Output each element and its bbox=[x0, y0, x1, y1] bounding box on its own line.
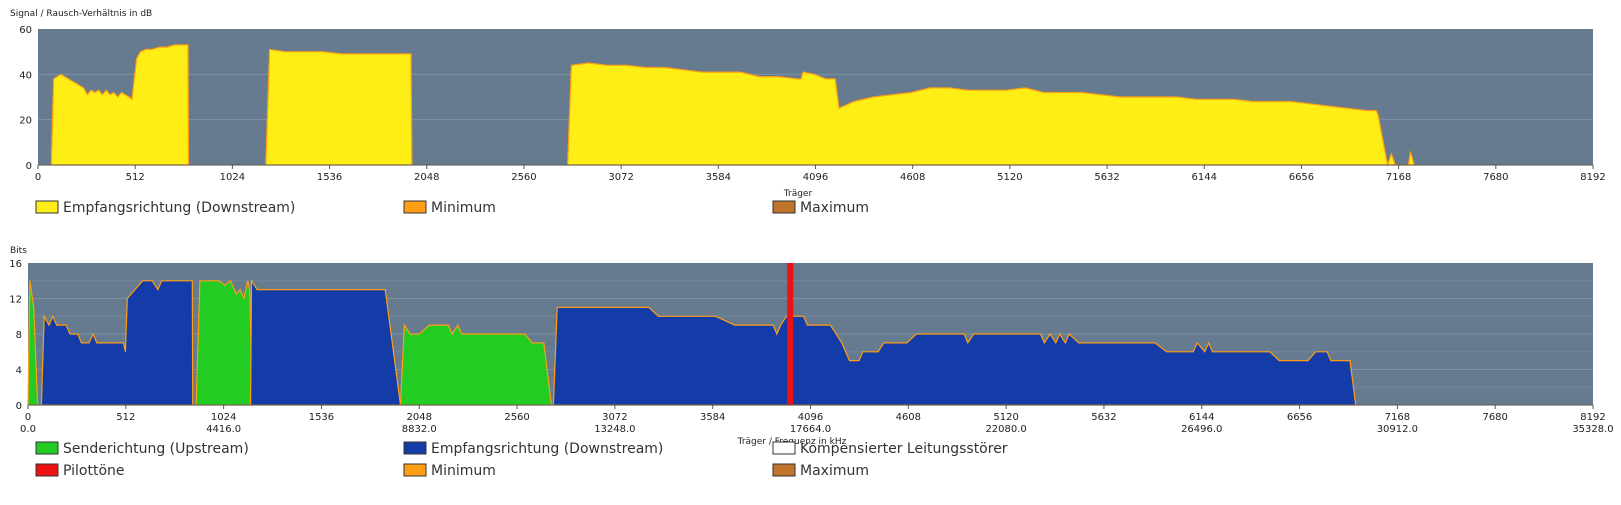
bits-freq-tick-label: 0.0 bbox=[20, 424, 36, 435]
bits-x-tick-label: 4096 bbox=[798, 412, 823, 423]
bits-series-empfangsrichtung-downstream bbox=[552, 306, 1357, 406]
snr-x-tick-label: 2048 bbox=[414, 172, 439, 183]
legend-swatch-minimum bbox=[403, 200, 427, 214]
bits-y-tick-label: 12 bbox=[9, 295, 22, 306]
snr-x-tick-label: 2560 bbox=[511, 172, 536, 183]
snr-x-tick-label: 0 bbox=[35, 172, 41, 183]
snr-chart: Signal / Rausch-Verhältnis in dB 0 20 40 60… bbox=[10, 9, 1606, 216]
bits-x-tick-label: 4608 bbox=[896, 412, 921, 423]
bits-series-layer bbox=[27, 263, 1593, 406]
snr-x-tick-label: 7168 bbox=[1386, 172, 1411, 183]
bits-x-tick-label: 5120 bbox=[993, 412, 1018, 423]
bits-x-tick-label: 6656 bbox=[1287, 412, 1312, 423]
bits-x-tick-label: 8192 bbox=[1580, 412, 1605, 423]
legend-label-empfangsrichtung-downstream: Empfangsrichtung (Downstream) bbox=[63, 200, 295, 216]
snr-y-tick-label: 0 bbox=[26, 161, 32, 172]
bits-freq-tick-label: 13248.0 bbox=[594, 424, 635, 435]
snr-title: Signal / Rausch-Verhältnis in dB bbox=[10, 9, 152, 19]
legend-swatch-minimum bbox=[403, 463, 427, 477]
bits-freq-tick-label: 35328.0 bbox=[1572, 424, 1613, 435]
bits-y-tick-label: 16 bbox=[9, 259, 22, 270]
snr-x-tick-label: 5120 bbox=[997, 172, 1022, 183]
bits-x-tick-label: 1536 bbox=[309, 412, 334, 423]
snr-y-tick-label: 20 bbox=[19, 116, 32, 127]
legend-label-maximum: Maximum bbox=[800, 200, 869, 216]
legend-swatch-pilott-ne bbox=[35, 463, 59, 477]
snr-legend: Empfangsrichtung (Downstream) Minimum Maxi… bbox=[35, 200, 869, 216]
bits-freq-tick-label: 26496.0 bbox=[1181, 424, 1222, 435]
snr-x-tick-label: 512 bbox=[126, 172, 145, 183]
snr-y-tick-label: 60 bbox=[19, 25, 32, 36]
bits-x-tick-label: 2048 bbox=[407, 412, 432, 423]
bits-y-tick-label: 4 bbox=[16, 366, 22, 377]
snr-x-tick-label: 5632 bbox=[1094, 172, 1119, 183]
bits-freq-tick-label: 4416.0 bbox=[206, 424, 241, 435]
bits-x-tick-label: 7680 bbox=[1482, 412, 1507, 423]
bits-freq-tick-label: 22080.0 bbox=[985, 424, 1026, 435]
legend-swatch-empfangsrichtung-downstream bbox=[403, 441, 427, 455]
bits-legend: Senderichtung (Upstream) Empfangsrichtung… bbox=[35, 441, 1008, 479]
bits-x-tick-label: 5632 bbox=[1091, 412, 1116, 423]
bits-title: Bits bbox=[10, 246, 27, 256]
legend-label-senderichtung-upstream: Senderichtung (Upstream) bbox=[63, 441, 249, 457]
legend-swatch-maximum bbox=[772, 200, 796, 214]
snr-x-tick-label: 3584 bbox=[706, 172, 731, 183]
bits-x-tick-label: 3584 bbox=[700, 412, 725, 423]
snr-x-axis: 0 512 1024 1536 2048 2560 3072 3584 4096 4608 5120… bbox=[35, 165, 1606, 183]
snr-series-empfangsrichtung-downstream bbox=[265, 48, 413, 166]
snr-y-tick-label: 40 bbox=[19, 70, 32, 81]
bits-y-axis: 0 4 8 12 16 bbox=[9, 259, 22, 412]
bits-x-tick-label: 0 bbox=[25, 412, 31, 423]
bits-x-tick-label: 512 bbox=[116, 412, 135, 423]
snr-series-empfangsrichtung-downstream bbox=[566, 62, 1415, 168]
legend-label-minimum: Minimum bbox=[431, 463, 496, 479]
bits-series-senderichtung-upstream bbox=[399, 323, 553, 406]
pilot-tone-bar bbox=[787, 263, 794, 405]
snr-y-axis: 0 20 40 60 bbox=[19, 25, 32, 172]
bits-x-tick-label: 3072 bbox=[602, 412, 627, 423]
snr-x-tick-label: 4096 bbox=[803, 172, 828, 183]
snr-x-tick-label: 6144 bbox=[1192, 172, 1217, 183]
legend-label-pilott-ne: Pilottöne bbox=[63, 463, 125, 479]
snr-x-tick-label: 4608 bbox=[900, 172, 925, 183]
legend-swatch-empfangsrichtung-downstream bbox=[35, 200, 59, 214]
snr-x-tick-label: 1536 bbox=[317, 172, 342, 183]
bits-x-tick-label: 1024 bbox=[211, 412, 236, 423]
bits-series-empfangsrichtung-downstream bbox=[249, 278, 402, 406]
snr-x-tick-label: 8192 bbox=[1580, 172, 1605, 183]
bits-y-tick-label: 8 bbox=[16, 330, 22, 341]
snr-series-layer bbox=[38, 44, 1593, 168]
snr-x-label: Träger bbox=[783, 189, 813, 199]
legend-label-empfangsrichtung-downstream: Empfangsrichtung (Downstream) bbox=[431, 441, 663, 457]
bits-series-empfangsrichtung-downstream bbox=[40, 280, 194, 406]
bits-x-tick-label: 6144 bbox=[1189, 412, 1214, 423]
bits-freq-tick-label: 8832.0 bbox=[402, 424, 437, 435]
bits-freq-tick-label: 30912.0 bbox=[1377, 424, 1418, 435]
bits-freq-tick-label: 17664.0 bbox=[790, 424, 831, 435]
snr-x-tick-label: 1024 bbox=[220, 172, 245, 183]
bits-chart: Bits 0 4 8 12 16 0 512 1024 1536 2048 2560 3072 358… bbox=[9, 246, 1613, 479]
snr-x-tick-label: 6656 bbox=[1289, 172, 1314, 183]
bits-x-tick-label: 2560 bbox=[504, 412, 529, 423]
snr-x-tick-label: 7680 bbox=[1483, 172, 1508, 183]
bits-x-axis: 0 512 1024 1536 2048 2560 3072 3584 4096 4608 5120… bbox=[20, 405, 1614, 435]
bits-series-senderichtung-upstream bbox=[195, 279, 254, 406]
legend-swatch-kompensierter-leitungsst-rer bbox=[772, 441, 796, 455]
bits-y-tick-label: 0 bbox=[16, 401, 22, 412]
snr-x-tick-label: 3072 bbox=[608, 172, 633, 183]
legend-swatch-maximum bbox=[772, 463, 796, 477]
legend-swatch-senderichtung-upstream bbox=[35, 441, 59, 455]
bits-x-tick-label: 7168 bbox=[1385, 412, 1410, 423]
legend-label-minimum: Minimum bbox=[431, 200, 496, 216]
legend-label-kompensierter-leitungsst-rer: Kompensierter Leitungsstörer bbox=[800, 441, 1008, 457]
legend-label-maximum: Maximum bbox=[800, 463, 869, 479]
snr-series-empfangsrichtung-downstream bbox=[50, 44, 190, 166]
